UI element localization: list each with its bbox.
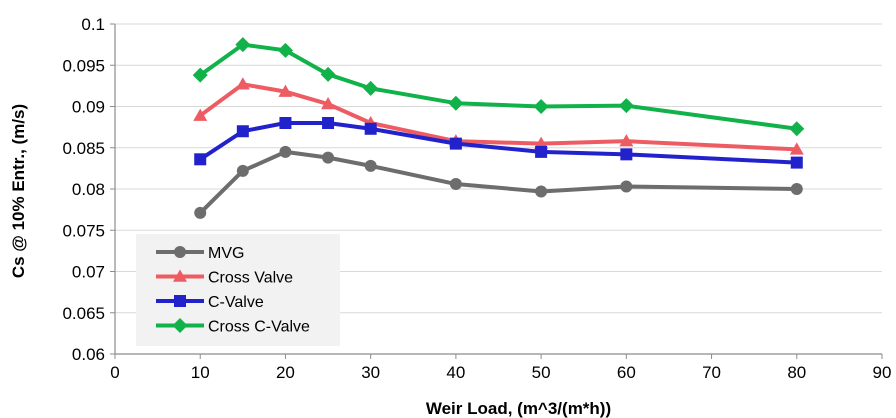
legend-marker xyxy=(174,295,186,307)
data-point xyxy=(277,42,293,58)
data-point xyxy=(790,156,803,169)
legend-label: Cross C-Valve xyxy=(208,319,310,336)
y-axis-title: Cs @ 10% Entr., (m/s) xyxy=(9,104,28,278)
series-c-valve xyxy=(194,117,803,169)
legend-label: MVG xyxy=(208,245,244,262)
y-tick-label: 0.075 xyxy=(62,221,105,240)
x-tick-label: 10 xyxy=(191,363,210,382)
data-point xyxy=(322,151,335,164)
legend-entry: MVG xyxy=(156,245,244,262)
data-point xyxy=(194,206,207,219)
data-point xyxy=(620,180,633,193)
data-point xyxy=(320,66,336,82)
data-point xyxy=(322,117,335,129)
data-point xyxy=(321,97,336,110)
axes xyxy=(110,23,883,359)
y-tick-label: 0.1 xyxy=(81,15,105,34)
data-point xyxy=(620,148,633,161)
series-line xyxy=(198,149,797,215)
y-tick-label: 0.085 xyxy=(62,139,105,158)
x-tick-label: 60 xyxy=(617,363,636,382)
legend-entry: Cross C-Valve xyxy=(156,318,310,336)
x-tick-label: 80 xyxy=(787,363,806,382)
data-point xyxy=(279,145,292,158)
data-point xyxy=(236,164,249,177)
series-mvg xyxy=(194,145,803,219)
data-point xyxy=(790,183,803,195)
x-tick-label: 0 xyxy=(110,363,119,382)
tick-labels: 0.06 0.065 0.07 0.075 0.08 0.085 0.09 0.095 0.1 0… xyxy=(62,15,891,382)
legend-marker xyxy=(174,246,186,258)
data-point xyxy=(789,121,805,137)
y-tick-label: 0.09 xyxy=(72,98,105,117)
legend-marker xyxy=(173,269,187,282)
data-point xyxy=(235,37,251,53)
series-cross-c-valve xyxy=(192,37,805,137)
legend-marker xyxy=(172,318,188,333)
data-point xyxy=(534,136,549,149)
data-point xyxy=(448,95,464,111)
data-point xyxy=(278,84,293,97)
y-tick-label: 0.06 xyxy=(72,345,105,364)
x-axis-title: Weir Load, (m^3/(m*h)) xyxy=(426,399,611,418)
y-tick-label: 0.095 xyxy=(62,56,105,75)
data-point xyxy=(363,80,379,96)
x-tick-label: 20 xyxy=(276,363,295,382)
data-point xyxy=(535,185,548,198)
legend-entry: C-Valve xyxy=(156,294,264,311)
data-point xyxy=(192,67,208,83)
data-point xyxy=(364,159,377,172)
y-tick-label: 0.07 xyxy=(72,263,105,282)
x-tick-label: 50 xyxy=(532,363,551,382)
legend-label: C-Valve xyxy=(208,294,264,311)
data-point xyxy=(279,117,292,129)
data-point xyxy=(619,134,634,147)
y-tick-label: 0.065 xyxy=(62,304,105,323)
data-point xyxy=(789,142,804,155)
x-tick-label: 40 xyxy=(446,363,465,382)
data-point xyxy=(194,153,207,166)
y-tick-label: 0.08 xyxy=(72,180,105,199)
data-point xyxy=(535,145,548,158)
data-point xyxy=(618,98,634,114)
data-point xyxy=(236,125,249,138)
x-tick-label: 30 xyxy=(361,363,380,382)
data-point xyxy=(449,178,462,191)
data-point xyxy=(235,77,250,90)
series-line xyxy=(199,42,798,131)
x-tick-label: 70 xyxy=(702,363,721,382)
x-tick-label: 90 xyxy=(873,363,892,382)
data-point xyxy=(364,122,377,135)
legend-label: Cross Valve xyxy=(208,270,293,287)
data-point xyxy=(193,108,208,121)
data-point xyxy=(449,137,462,150)
series xyxy=(192,37,805,219)
legend: MVG Cross Valve C-Valve Cross C-Valve xyxy=(136,234,340,346)
legend-entry: Cross Valve xyxy=(156,269,293,287)
data-point xyxy=(533,99,549,114)
